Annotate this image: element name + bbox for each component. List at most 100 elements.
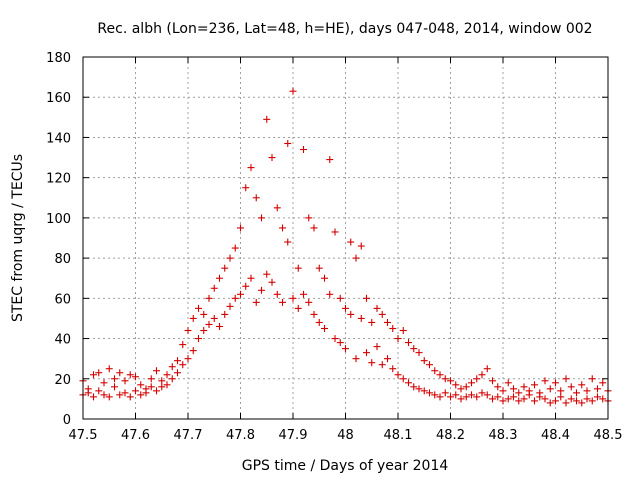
data-point	[195, 335, 202, 343]
data-point	[137, 381, 145, 389]
data-point	[111, 375, 118, 383]
data-point	[184, 355, 192, 363]
data-point	[210, 284, 218, 292]
data-point	[536, 393, 544, 401]
data-point	[179, 341, 187, 349]
data-point	[263, 270, 271, 278]
data-point	[289, 87, 297, 95]
data-point	[462, 383, 470, 391]
data-point	[279, 224, 286, 232]
data-point	[405, 339, 412, 347]
y-tick-label: 120	[46, 172, 71, 187]
data-point	[452, 381, 460, 389]
y-tick-label: 20	[54, 373, 71, 388]
data-point	[137, 391, 145, 399]
data-point	[494, 393, 502, 401]
data-point	[415, 385, 423, 393]
y-tick-label: 60	[54, 292, 71, 307]
data-point	[147, 375, 155, 383]
data-point	[352, 355, 360, 363]
data-point	[310, 310, 318, 318]
data-point	[168, 375, 176, 383]
data-point	[268, 278, 276, 286]
data-point	[510, 385, 517, 393]
data-point	[263, 115, 271, 123]
data-point	[158, 383, 166, 391]
data-point	[531, 397, 538, 405]
data-point	[153, 387, 160, 395]
data-point	[126, 371, 134, 379]
data-point	[499, 397, 507, 405]
data-point	[594, 393, 601, 401]
data-point	[226, 254, 234, 262]
data-point	[457, 385, 465, 393]
y-tick-label: 0	[63, 413, 71, 428]
data-point	[116, 369, 124, 377]
data-point	[405, 379, 412, 387]
data-point	[541, 377, 549, 385]
data-point	[447, 393, 454, 401]
x-tick-label: 48.2	[436, 428, 465, 443]
data-point	[336, 339, 344, 347]
data-point	[116, 391, 124, 399]
data-point	[189, 314, 197, 322]
data-point	[284, 139, 292, 147]
data-point	[415, 349, 423, 357]
data-point	[520, 383, 528, 391]
data-point	[158, 377, 166, 385]
y-axis-title: STEC from uqrg / TECUs	[10, 154, 26, 322]
data-point	[147, 383, 155, 391]
x-tick-label: 48.1	[384, 428, 413, 443]
data-point	[436, 393, 444, 401]
data-point	[504, 395, 512, 403]
x-tick-label: 48.5	[594, 428, 623, 443]
data-point	[189, 347, 197, 355]
data-point	[552, 379, 559, 387]
data-point	[258, 214, 265, 222]
y-tick-label: 80	[54, 252, 71, 267]
data-point	[578, 381, 586, 389]
y-tick-label: 140	[46, 131, 71, 146]
data-point	[567, 395, 575, 403]
data-point	[531, 381, 538, 389]
x-tick-label: 47.9	[279, 428, 308, 443]
data-point	[326, 156, 334, 164]
data-point	[95, 369, 103, 377]
data-point	[273, 204, 281, 212]
data-point	[573, 389, 580, 397]
data-point	[247, 274, 255, 282]
data-point	[300, 146, 307, 154]
data-point	[111, 383, 118, 391]
data-point	[573, 397, 580, 405]
data-point	[132, 373, 139, 381]
x-tick-label: 48.3	[489, 428, 518, 443]
data-point	[462, 393, 470, 401]
data-point	[368, 359, 376, 367]
data-point	[583, 395, 591, 403]
data-point	[300, 290, 307, 298]
data-point	[310, 224, 318, 232]
data-point	[179, 361, 187, 369]
data-point	[226, 302, 234, 310]
data-point	[588, 397, 596, 405]
x-tick-label: 47.6	[121, 428, 150, 443]
y-tick-label: 40	[54, 333, 71, 348]
data-point	[525, 391, 533, 399]
data-point	[90, 393, 97, 401]
data-point	[483, 365, 491, 373]
data-point	[599, 379, 607, 387]
data-point	[90, 371, 97, 379]
data-point	[268, 154, 276, 162]
y-tick-label: 180	[46, 51, 71, 66]
data-point	[289, 294, 297, 302]
data-point	[321, 274, 328, 282]
data-point	[515, 389, 523, 397]
data-point	[546, 385, 554, 393]
data-point	[168, 363, 176, 371]
data-point	[410, 345, 418, 353]
data-point	[489, 377, 496, 385]
data-point	[247, 164, 255, 172]
data-point	[494, 383, 502, 391]
data-point	[594, 385, 601, 393]
data-point	[457, 395, 465, 403]
